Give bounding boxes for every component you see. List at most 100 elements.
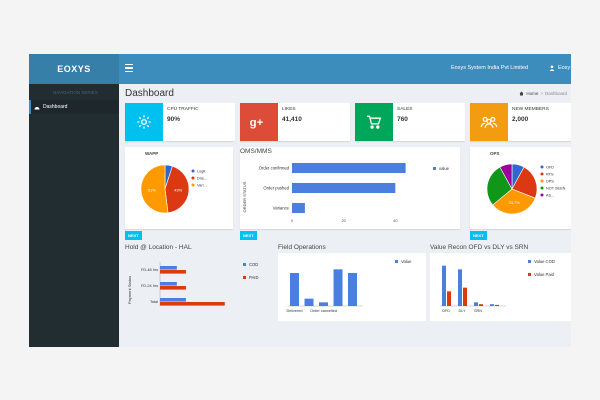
legend-label: OFD	[546, 166, 554, 170]
breadcrumb-current: Dashboard	[544, 91, 567, 96]
bar	[463, 287, 467, 306]
shopping-cart-icon	[367, 115, 382, 129]
chart-title: Value Recon OFD vs DLY vs SRN	[430, 244, 529, 251]
user-name[interactable]: Eoxy	[558, 65, 571, 71]
legend-label: Logit	[197, 170, 206, 174]
legend-marker	[528, 273, 531, 276]
sidebar: NAVIGATION SERIES Dashboard	[29, 84, 119, 347]
breadcrumb-home[interactable]: Home	[526, 91, 539, 96]
next-button[interactable]: NEXT	[240, 231, 257, 240]
breadcrumb-separator: >	[540, 91, 543, 96]
category-label: Variance	[273, 206, 290, 211]
category-label: Order pushed	[263, 186, 289, 191]
panel-wapp: WAPP 43% 51% Logit Dne... Varl...	[125, 147, 233, 229]
panel-ops: OPS 33.7% OFD RTS DPS NOT SEEN AS...	[470, 147, 571, 229]
axis-label: Payment Status	[127, 276, 132, 304]
bar	[292, 183, 396, 193]
pie-data-label: 33.7%	[508, 200, 520, 205]
bar	[458, 269, 462, 306]
category-label: FD-48 hrs	[141, 268, 158, 272]
bar	[292, 163, 406, 173]
user-icon[interactable]	[549, 65, 555, 71]
dashboard-icon	[34, 106, 40, 109]
hamburger-menu-icon[interactable]	[125, 64, 133, 72]
bar	[348, 273, 357, 306]
legend-label: Varl...	[197, 184, 207, 188]
info-icon-box	[470, 103, 508, 141]
bar	[292, 203, 305, 213]
legend-label: Value	[401, 259, 412, 264]
next-button[interactable]: NEXT	[470, 231, 487, 240]
category-label: Total	[150, 300, 158, 304]
pie-data-label: 43%	[174, 188, 182, 193]
chart-title: OPS	[490, 151, 500, 156]
info-icon-box: g+	[240, 103, 278, 141]
bar	[479, 304, 483, 306]
bar	[490, 304, 494, 306]
home-icon	[519, 91, 524, 96]
pie-slice	[492, 188, 536, 215]
info-value: 760	[397, 116, 408, 123]
wapp-pie-chart: 43% 51% Logit Dne... Varl...	[140, 164, 207, 214]
legend-marker	[243, 263, 246, 266]
value-recon-bar-chart: OFD DLY SRN Value COD Value Paid	[430, 253, 571, 321]
legend-marker	[540, 172, 544, 176]
google-plus-icon: g+	[250, 117, 264, 129]
app-window: EOXYS Eoxys System India Pvt Limited Eox…	[29, 54, 571, 347]
bar	[160, 302, 225, 306]
chart-title: Field Operations	[278, 244, 326, 251]
bar	[160, 298, 186, 302]
info-value: 90%	[167, 116, 181, 123]
tick-label: 40	[393, 218, 398, 223]
oms-bar-chart: ORDER STATUS Order confirmed Order pushed V…	[242, 163, 450, 223]
info-label: LIKES	[282, 107, 296, 112]
pie-data-label: 51%	[148, 187, 156, 192]
info-icon-box	[125, 103, 163, 141]
info-value: 41,410	[282, 116, 302, 123]
pie-slice	[164, 165, 190, 214]
info-icon-box	[355, 103, 393, 141]
legend-marker	[540, 179, 544, 183]
legend-marker	[540, 165, 544, 169]
legend-label: DPS	[546, 180, 554, 184]
next-button[interactable]: NEXT	[125, 231, 142, 240]
legend-label: NOT SEEN	[546, 187, 566, 191]
users-icon	[480, 116, 498, 128]
company-name: Eoxys System India Pvt Limited	[451, 65, 529, 71]
category-label: FD-24 hrs	[141, 284, 158, 288]
info-label: CPU TRAFFIC	[167, 107, 199, 112]
info-label: NEW MEMBERS	[512, 107, 549, 112]
legend-marker	[528, 260, 531, 263]
pie-slice	[499, 163, 513, 190]
chart-title: Hold @ Location - HAL	[125, 244, 192, 251]
chart-title: WAPP	[145, 151, 159, 156]
info-box-new-members: NEW MEMBERS 2,000	[470, 103, 571, 141]
bar	[160, 286, 186, 290]
bar	[304, 298, 314, 306]
info-value: 2,000	[512, 116, 529, 123]
sidebar-item-dashboard[interactable]: Dashboard	[29, 100, 119, 114]
category-label: Delivered	[286, 309, 302, 313]
info-box-likes: g+ LIKES 41,410	[240, 103, 350, 141]
legend-label: PAID	[249, 275, 258, 280]
top-navbar: Eoxys System India Pvt Limited Eoxy	[119, 54, 571, 84]
tick-label: 0	[291, 218, 294, 223]
legend-label: Dne...	[197, 177, 207, 181]
category-label: DLY	[458, 309, 466, 313]
svg-text:g+: g+	[250, 117, 264, 129]
panel-oms-mms: OMS/MMS ORDER STATUS Order confirmed Order…	[240, 147, 460, 229]
page-title: Dashboard	[125, 88, 174, 99]
legend-marker	[540, 186, 544, 190]
legend-marker	[191, 176, 195, 180]
brand-logo[interactable]: EOXYS	[29, 54, 119, 84]
gear-icon	[137, 115, 151, 129]
hold-location-bar-chart: Payment Status FD-48 hrs FD-24 hrs Total COD…	[127, 262, 258, 306]
info-label: SALES	[397, 107, 413, 112]
main-content: Dashboard Home > Dashboard CPU TRAFFIC 9…	[119, 84, 571, 347]
legend-label: Value COD	[534, 259, 555, 264]
info-box-cpu-traffic: CPU TRAFFIC 90%	[125, 103, 235, 141]
category-label: Order cancelled	[310, 309, 337, 313]
ops-pie-chart: 33.7% OFD RTS DPS NOT SEEN AS...	[486, 163, 566, 215]
sidebar-header: NAVIGATION SERIES	[53, 90, 98, 95]
tick-label: 20	[341, 218, 346, 223]
